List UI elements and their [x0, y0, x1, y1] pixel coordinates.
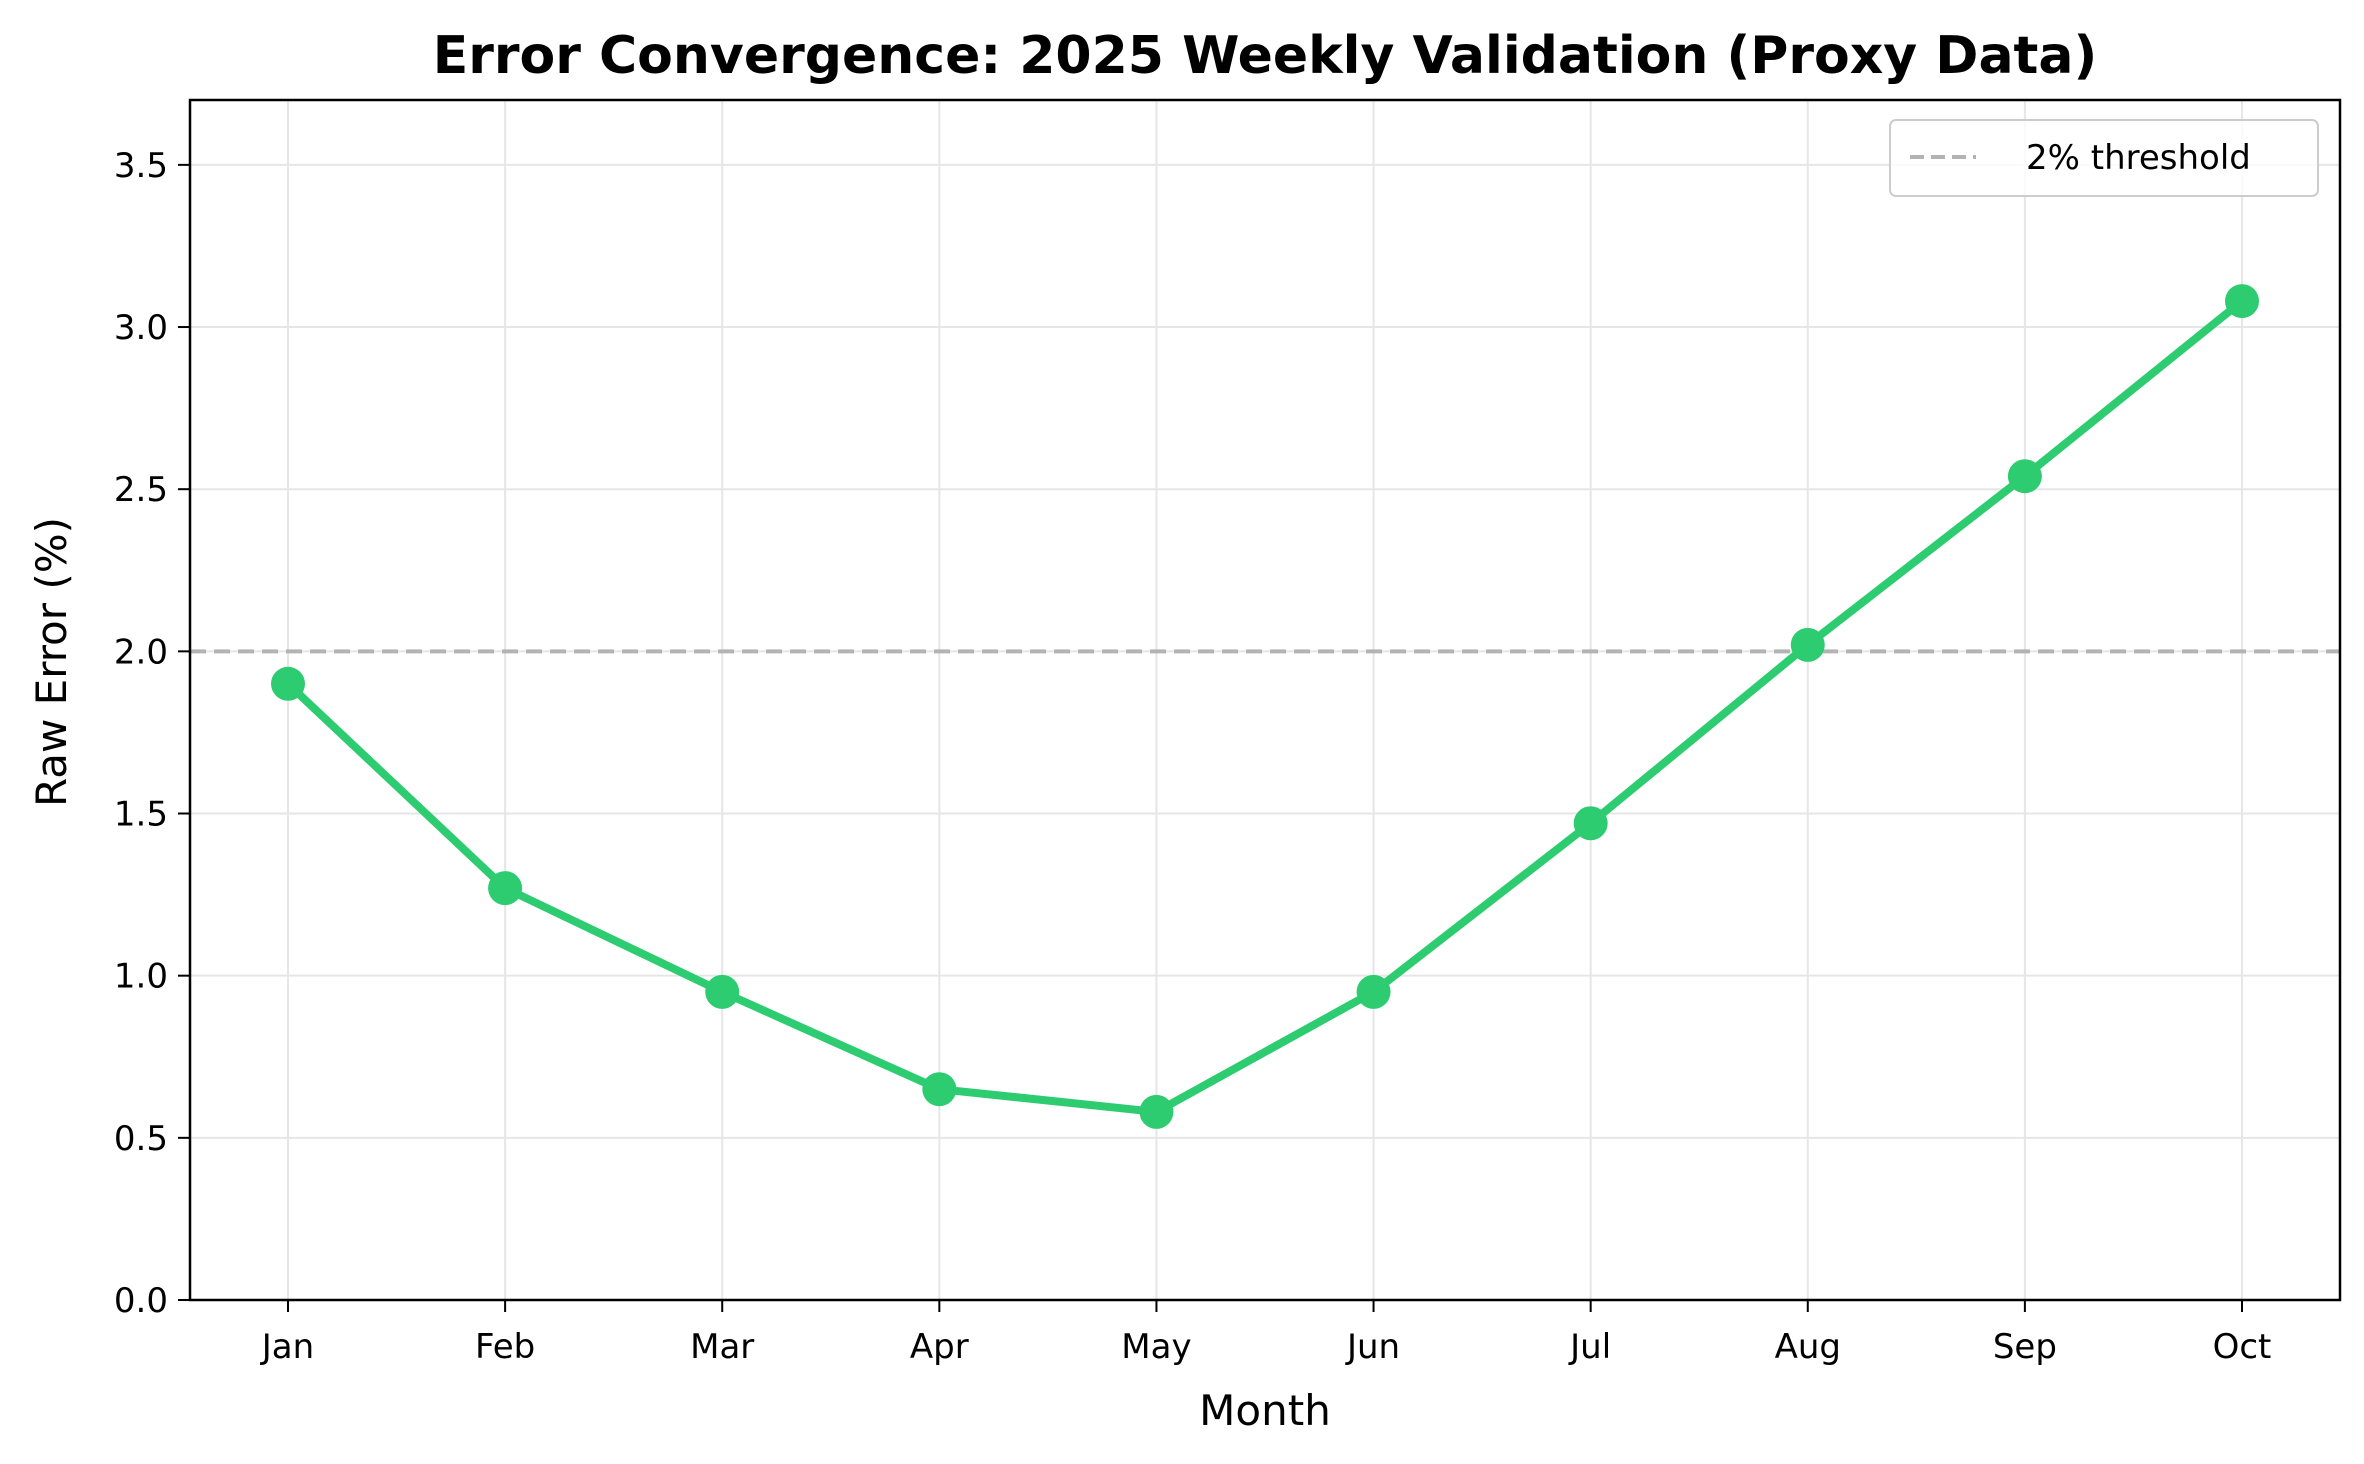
- legend-threshold-label: 2% threshold: [2026, 138, 2251, 178]
- data-point: [2225, 284, 2259, 319]
- x-tick-label: Oct: [2213, 1327, 2272, 1367]
- data-point: [1356, 974, 1391, 1009]
- y-tick-label: 0.5: [114, 1119, 168, 1159]
- y-tick-label: 0.0: [114, 1281, 168, 1321]
- y-tick-label: 1.0: [114, 957, 168, 997]
- data-point: [1790, 627, 1825, 662]
- grid-lines: [190, 100, 2340, 1301]
- x-axis-label: Month: [1199, 1386, 1331, 1435]
- x-tick-label: Feb: [475, 1327, 535, 1367]
- legend-box: [1889, 119, 2319, 197]
- y-axis-label: Raw Error (%): [27, 517, 76, 807]
- y-tick-label: 1.5: [114, 795, 168, 835]
- x-tick-label: Apr: [910, 1327, 969, 1367]
- data-point: [705, 974, 740, 1009]
- y-tick-label: 3.0: [114, 308, 168, 348]
- x-tick-label: Jan: [260, 1327, 314, 1367]
- plot-frame: [188, 98, 2342, 1302]
- x-tick-label: Mar: [690, 1327, 754, 1367]
- y-tick-label: 2.0: [114, 632, 168, 672]
- data-point: [922, 1072, 957, 1107]
- x-tick-label: Jul: [1568, 1327, 1611, 1367]
- y-tick-label: 2.5: [114, 470, 168, 510]
- x-tick-label: Jun: [1345, 1327, 1400, 1367]
- x-tick-label: Sep: [1993, 1327, 2057, 1367]
- x-tick-label: May: [1121, 1327, 1191, 1367]
- axes-layer: Jan Feb Mar Apr May Jun Jul Aug Sep Oct 0.0 0.5 1.0 1…: [114, 98, 2342, 1367]
- data-point: [1573, 806, 1608, 841]
- data-point: [1139, 1094, 1174, 1129]
- y-tick-label: 3.5: [114, 146, 168, 186]
- data-point: [271, 666, 305, 701]
- data-point: [488, 871, 523, 906]
- chart-title: Error Convergence: 2025 Weekly Validatio…: [433, 26, 2098, 86]
- series-line: [284, 297, 2246, 1116]
- data-point: [2007, 459, 2042, 494]
- x-tick-label: Aug: [1775, 1327, 1841, 1367]
- legend: 2% threshold: [1889, 119, 2319, 197]
- series-layer: [271, 284, 2259, 1129]
